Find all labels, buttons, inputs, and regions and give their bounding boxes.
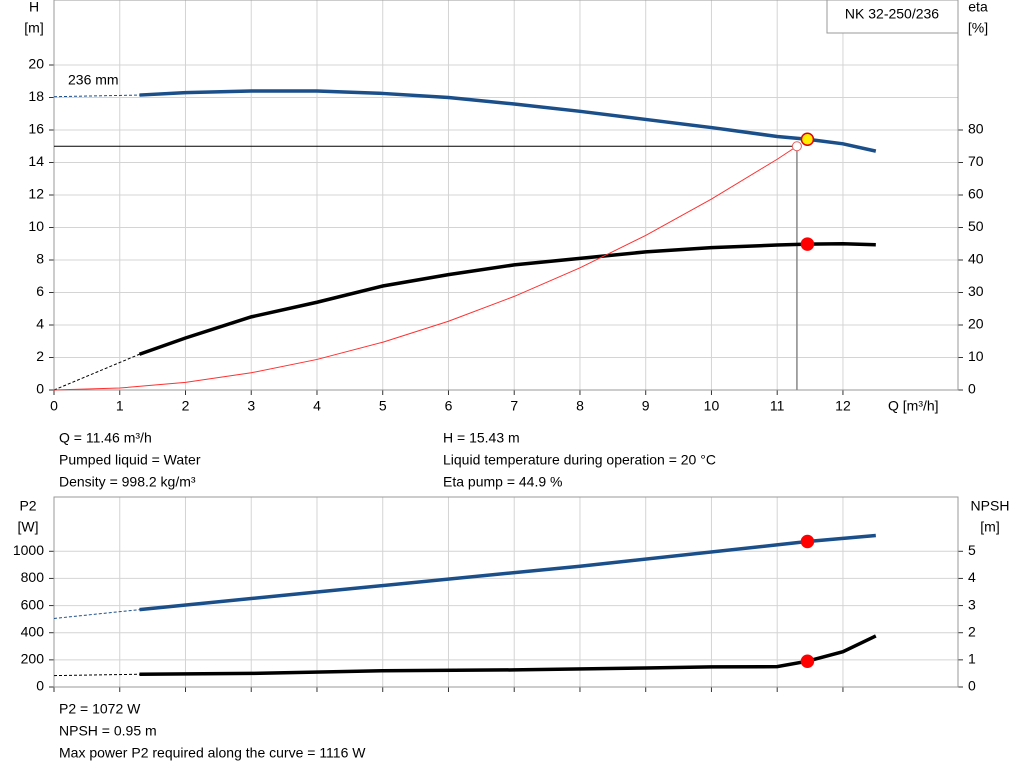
y2-axis-label: NPSH	[971, 498, 1010, 514]
curve	[139, 533, 876, 612]
y-tick-label: 400	[21, 623, 45, 639]
info-text: NPSH = 0.95 m	[59, 723, 157, 739]
y-tick-label: 8	[36, 251, 44, 267]
y-axis-label: H	[29, 0, 39, 15]
y-tick-label: 12	[28, 186, 44, 202]
x-tick-label: 7	[510, 398, 518, 414]
y2-tick-label: 3	[968, 596, 976, 612]
y2-tick-label: 60	[968, 186, 984, 202]
y2-axis-label: eta	[968, 0, 988, 15]
y-tick-label: 800	[21, 569, 45, 585]
duty-point	[800, 534, 815, 549]
pump-label-box	[826, 0, 959, 34]
y2-tick-label: 4	[968, 569, 976, 585]
x-tick-label: 4	[313, 398, 321, 414]
y2-tick-label: 5	[968, 542, 976, 558]
x-axis-label: Q [m³/h]	[888, 398, 939, 414]
curve-label: 236 mm	[68, 71, 119, 87]
y-tick-label: 20	[28, 56, 44, 72]
y-tick-label: 6	[36, 283, 44, 299]
y-tick-label: 18	[28, 88, 44, 104]
x-tick-label: 9	[642, 398, 650, 414]
x-tick-label: 3	[247, 398, 255, 414]
y2-tick-label: 40	[968, 251, 984, 267]
y-tick-label: 0	[36, 678, 44, 694]
y2-tick-label: 0	[968, 678, 976, 694]
y-tick-label: 14	[28, 153, 44, 169]
y2-tick-label: 70	[968, 153, 984, 169]
info-text: H = 15.43 m	[443, 430, 520, 446]
x-tick-label: 11	[770, 398, 785, 414]
info-text: Q = 11.46 m³/h	[59, 430, 152, 446]
info-text: P2 = 1072 W	[59, 701, 141, 717]
curve	[139, 634, 877, 676]
y2-tick-label: 0	[968, 381, 976, 397]
info-text: Eta pump = 44.9 %	[443, 474, 562, 490]
curve-extrapolated	[53, 353, 140, 391]
x-tick-label: 0	[50, 398, 58, 414]
y2-tick-label: 30	[968, 283, 984, 299]
y-tick-label: 600	[21, 596, 45, 612]
y-tick-label: 0	[36, 381, 44, 397]
info-text: Density = 998.2 kg/m³	[59, 474, 196, 490]
y-axis-unit: [W]	[18, 519, 39, 535]
pump-label: NK 32-250/236	[845, 6, 939, 22]
y-tick-label: 200	[21, 651, 45, 667]
y2-tick-label: 80	[968, 121, 984, 137]
duty-point	[800, 237, 815, 251]
x-tick-label: 6	[445, 398, 453, 414]
curve	[53, 145, 798, 391]
curve-extrapolated	[53, 609, 140, 619]
y2-tick-label: 20	[968, 316, 984, 332]
x-tick-label: 5	[379, 398, 387, 414]
duty-point	[800, 654, 815, 668]
y2-axis-unit: [%]	[968, 20, 988, 36]
y2-axis-unit: [m]	[980, 519, 999, 535]
x-tick-label: 1	[116, 398, 124, 414]
x-tick-label: 8	[576, 398, 584, 414]
y-tick-label: 16	[28, 121, 44, 137]
x-tick-label: 10	[704, 398, 720, 414]
y2-tick-label: 1	[968, 651, 976, 667]
y2-tick-label: 50	[968, 218, 984, 234]
y-tick-label: 10	[28, 218, 44, 234]
y-tick-label: 1000	[13, 542, 44, 558]
y-tick-label: 4	[36, 316, 44, 332]
y-axis-unit: [m]	[24, 20, 43, 36]
curve-extrapolated	[53, 673, 140, 677]
y-tick-label: 2	[36, 348, 44, 364]
plot-frame	[53, 0, 959, 391]
duty-point	[800, 132, 815, 147]
info-text: Liquid temperature during operation = 20…	[443, 452, 716, 468]
x-tick-label: 12	[835, 398, 851, 414]
set-point	[791, 141, 802, 152]
y2-tick-label: 10	[968, 348, 984, 364]
info-text: Max power P2 required along the curve = …	[59, 745, 366, 761]
curve-extrapolated	[53, 94, 140, 98]
y-axis-label: P2	[19, 498, 36, 514]
x-tick-label: 2	[182, 398, 190, 414]
y2-tick-label: 2	[968, 623, 976, 639]
plot-frame	[53, 496, 959, 688]
info-text: Pumped liquid = Water	[59, 452, 201, 468]
